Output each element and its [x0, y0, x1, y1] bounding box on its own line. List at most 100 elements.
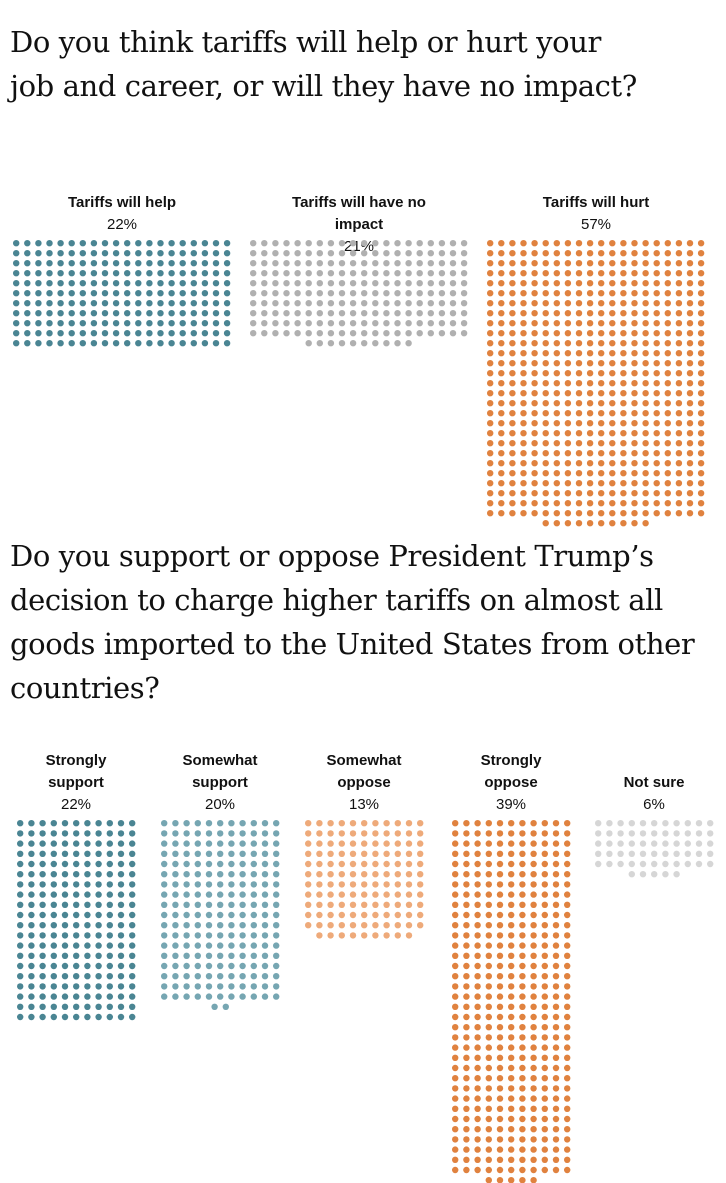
dot — [261, 250, 268, 257]
dot — [609, 480, 616, 487]
dot — [598, 300, 605, 307]
dot — [642, 290, 650, 297]
dot — [587, 500, 594, 507]
dot — [609, 360, 616, 367]
dot — [35, 330, 42, 337]
dot — [194, 860, 201, 868]
dot — [628, 820, 635, 827]
dot — [261, 973, 268, 980]
dot — [509, 260, 516, 267]
dot — [239, 973, 246, 980]
dot — [541, 1105, 548, 1112]
dot — [371, 871, 379, 878]
dot — [576, 500, 583, 507]
dot — [339, 240, 346, 247]
dot — [304, 820, 312, 827]
category-label: Tariffs will help — [67, 194, 177, 211]
dot — [211, 1003, 218, 1010]
dot — [239, 942, 246, 949]
dot — [83, 840, 91, 847]
dot — [202, 280, 209, 287]
dot — [542, 500, 550, 507]
dot — [117, 983, 124, 990]
dot — [487, 260, 494, 267]
dot — [498, 320, 505, 327]
dot — [72, 1003, 80, 1010]
dot — [698, 450, 705, 457]
dot — [576, 270, 583, 277]
dot — [653, 280, 661, 287]
dot — [61, 881, 68, 888]
dot — [27, 891, 35, 898]
dot — [620, 450, 627, 457]
dot — [552, 942, 559, 949]
dot — [213, 320, 220, 327]
dot — [676, 330, 683, 337]
dot — [676, 270, 683, 277]
dot — [687, 350, 694, 357]
dot — [552, 1024, 559, 1031]
dot — [631, 390, 639, 397]
dot — [168, 240, 176, 247]
dot — [620, 280, 627, 287]
dot — [474, 993, 481, 1000]
dot — [416, 280, 424, 287]
dot — [530, 1166, 537, 1174]
dot — [507, 820, 515, 827]
dot — [530, 891, 537, 898]
dot — [509, 320, 516, 327]
dot — [250, 901, 257, 908]
dot — [565, 380, 572, 387]
dot — [113, 280, 120, 287]
dot — [416, 850, 424, 857]
dot — [328, 260, 335, 267]
dot — [609, 500, 616, 507]
dot — [542, 400, 550, 407]
dot — [168, 260, 176, 267]
dot — [563, 932, 571, 939]
dot — [338, 860, 345, 868]
dot — [552, 973, 559, 980]
dot — [552, 1003, 559, 1010]
dot — [462, 840, 470, 847]
dot — [450, 250, 457, 257]
dot — [106, 973, 113, 980]
dot — [117, 850, 124, 857]
dot — [106, 860, 113, 868]
dot — [673, 871, 680, 878]
dot — [676, 320, 683, 327]
dot — [587, 490, 594, 497]
dot — [487, 450, 494, 457]
dot — [304, 881, 312, 888]
dot — [239, 830, 246, 837]
dot — [183, 840, 190, 847]
dot — [609, 380, 616, 387]
dot — [485, 860, 492, 868]
dot — [35, 310, 42, 317]
dot — [61, 830, 68, 837]
dot — [642, 490, 650, 497]
dot — [518, 942, 526, 949]
dot — [72, 973, 80, 980]
dot — [327, 850, 334, 857]
dot — [507, 850, 515, 857]
dot — [95, 891, 102, 898]
dot — [542, 440, 550, 447]
dot — [563, 973, 571, 980]
dot — [360, 850, 368, 857]
dot — [179, 340, 187, 347]
dot — [338, 911, 345, 919]
category-label: Strongly — [45, 752, 107, 769]
value-label: 13% — [348, 796, 380, 813]
dot — [95, 1003, 102, 1010]
dot — [168, 320, 176, 327]
dot — [485, 871, 492, 878]
dot — [541, 1136, 548, 1143]
dot — [315, 901, 323, 908]
dot — [563, 983, 571, 990]
dot — [664, 240, 672, 247]
dot — [16, 952, 24, 959]
dot — [565, 440, 572, 447]
dot — [50, 871, 57, 878]
dot — [79, 320, 87, 327]
